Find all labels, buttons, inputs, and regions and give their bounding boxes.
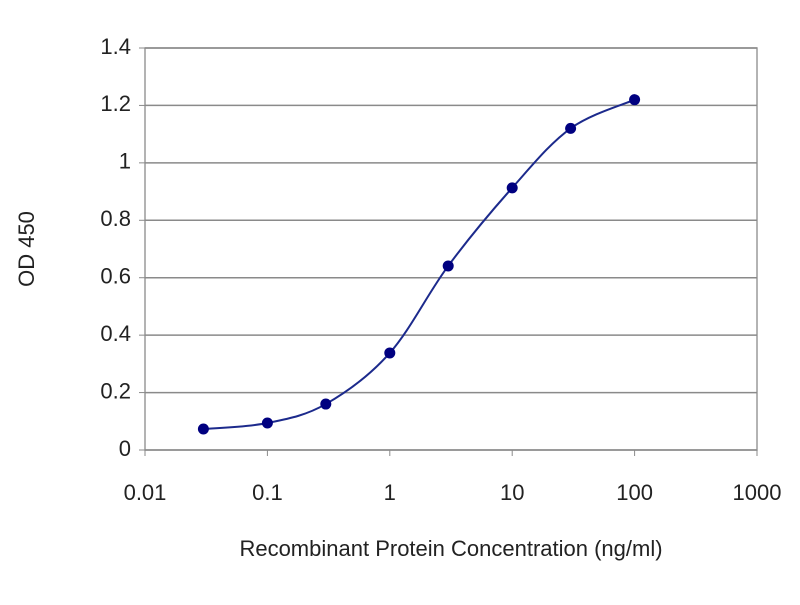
curve xyxy=(203,98,636,431)
point xyxy=(261,417,273,429)
point xyxy=(506,182,518,194)
point xyxy=(565,122,577,134)
plot-area xyxy=(144,47,758,451)
x-tick-label: 1 xyxy=(384,480,396,505)
y-tick-label: 1 xyxy=(119,149,131,174)
y-tick-label: 0.8 xyxy=(100,206,131,231)
x-tick-label: 1000 xyxy=(733,480,782,505)
x-axis-title: Recombinant Protein Concentration (ng/ml… xyxy=(239,536,662,561)
x-tick-label: 0.1 xyxy=(252,480,283,505)
point xyxy=(384,347,396,359)
point xyxy=(197,423,209,435)
point xyxy=(442,260,454,272)
y-tick-label: 0 xyxy=(119,436,131,461)
y-tick-label: 1.4 xyxy=(100,34,131,59)
y-axis-title: OD 450 xyxy=(14,211,39,287)
y-tick-label: 0.4 xyxy=(100,321,131,346)
x-tick-label: 100 xyxy=(616,480,653,505)
point xyxy=(320,398,332,410)
point xyxy=(629,94,641,106)
x-tick-label: 10 xyxy=(500,480,524,505)
y-tick-label: 0.2 xyxy=(100,378,131,403)
y-tick-label: 1.2 xyxy=(100,91,131,116)
x-tick-label: 0.01 xyxy=(124,480,167,505)
y-tick-label: 0.6 xyxy=(100,264,131,289)
